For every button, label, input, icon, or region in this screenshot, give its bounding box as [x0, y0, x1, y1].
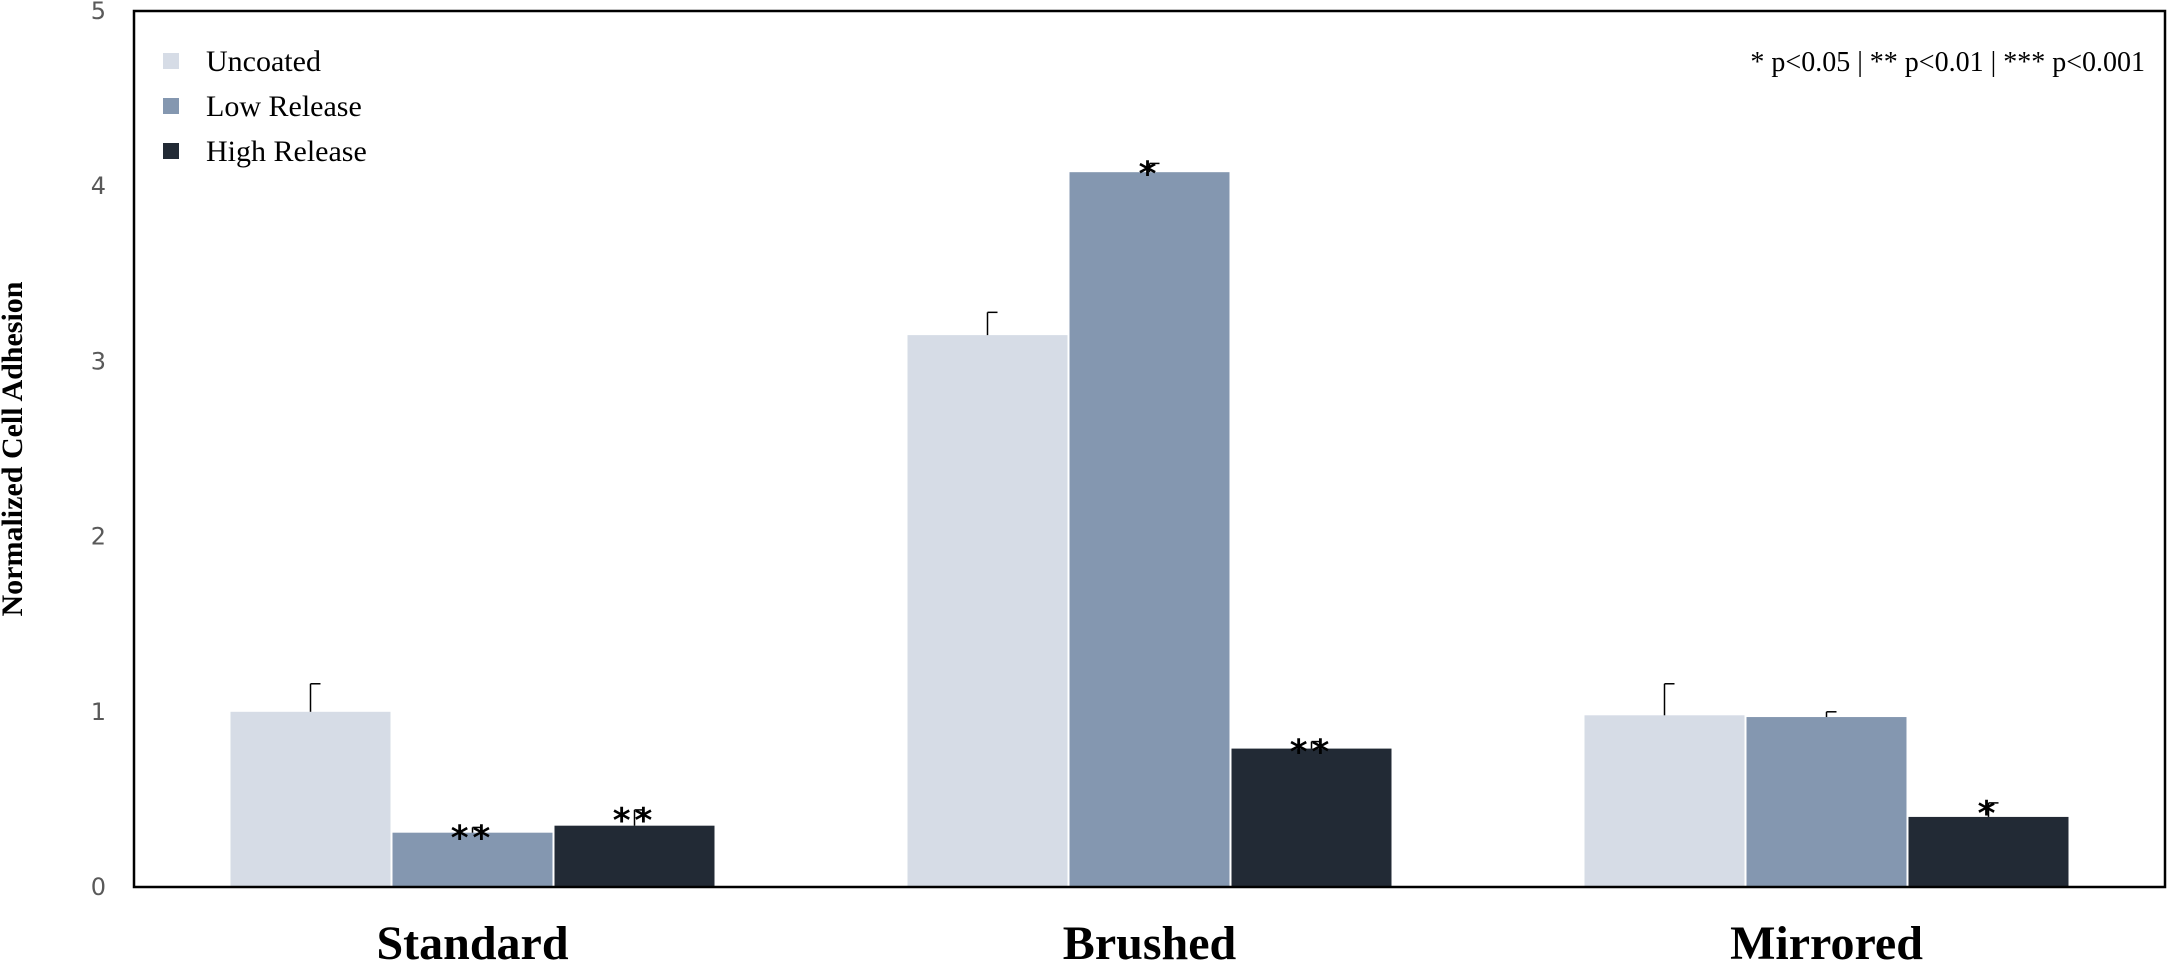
y-tick-label: 1 — [91, 698, 106, 726]
significance-note: * p<0.05 | ** p<0.01 | *** p<0.001 — [1750, 47, 2145, 78]
bar-uncoated-mirrored — [1584, 715, 1745, 887]
legend-label: Low Release — [206, 90, 362, 123]
category-label-brushed: Brushed — [1063, 917, 1237, 962]
bar-low-release-standard — [392, 832, 553, 887]
y-tick-label: 4 — [91, 172, 106, 200]
y-tick-label: 2 — [91, 523, 106, 551]
y-axis-label: Normalized Cell Adhesion — [0, 281, 29, 616]
bar-high-release-brushed — [1231, 748, 1392, 887]
significance-marker: * — [1139, 154, 1161, 194]
y-tick-label: 3 — [91, 347, 106, 375]
y-tick-label: 0 — [91, 873, 106, 901]
significance-layer: ** ****** — [451, 154, 2000, 858]
category-label-mirrored: Mirrored — [1730, 917, 1923, 962]
bar-uncoated-brushed — [907, 335, 1068, 887]
legend-swatch-uncoated — [163, 53, 179, 69]
x-category-labels: Standard Brushed Mirrored — [376, 917, 1923, 962]
category-label-standard: Standard — [376, 917, 568, 962]
bar-low-release-mirrored — [1746, 717, 1907, 887]
bar-high-release-mirrored — [1908, 816, 2069, 887]
y-tick-label: 5 — [91, 0, 106, 25]
significance-marker: ** — [1290, 733, 1334, 773]
error-bars-layer — [309, 162, 1999, 833]
bar-uncoated-standard — [230, 711, 391, 887]
bars-layer — [230, 172, 2069, 887]
y-tick-labels: 0 1 2 3 4 5 — [91, 0, 106, 901]
legend-label: High Release — [206, 135, 367, 168]
bar-low-release-brushed — [1069, 172, 1230, 887]
legend: Uncoated Low Release High Release — [163, 45, 367, 168]
plot-frame — [132, 9, 2167, 889]
legend-label: Uncoated — [206, 45, 321, 78]
significance-marker: ** — [451, 818, 495, 858]
legend-swatch-low-release — [163, 98, 179, 114]
significance-marker: * — [1978, 794, 2000, 834]
bar-high-release-standard — [554, 825, 715, 887]
legend-swatch-high-release — [163, 143, 179, 159]
significance-marker: ** — [613, 801, 657, 841]
